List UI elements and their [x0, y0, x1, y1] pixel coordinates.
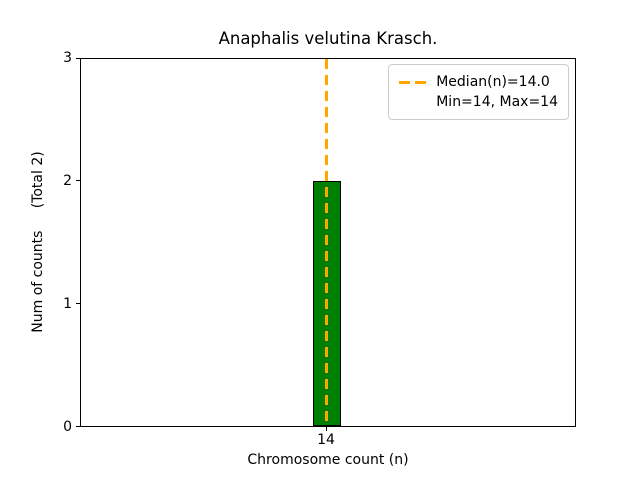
y-tick-label-0: 0 — [63, 419, 72, 435]
legend-marker-blank — [399, 101, 426, 104]
y-tick-label-1: 1 — [63, 296, 72, 312]
y-tick-label-2: 2 — [63, 173, 72, 189]
legend-label-median: Median(n)=14.0 — [436, 74, 550, 90]
y-tick-label-3: 3 — [63, 50, 72, 66]
x-axis-label: Chromosome count (n) — [247, 452, 409, 468]
median-line — [325, 59, 328, 426]
y-tick-mark-3 — [76, 58, 80, 59]
plot-area: Median(n)=14.0 Min=14, Max=14 — [80, 58, 576, 427]
x-tick-mark — [326, 427, 327, 431]
legend-label-minmax: Min=14, Max=14 — [436, 94, 558, 110]
chart-title: Anaphalis velutina Krasch. — [218, 29, 438, 48]
y-tick-mark-0 — [76, 426, 80, 427]
y-tick-mark-1 — [76, 303, 80, 304]
median-dashed-line-legend-marker — [399, 80, 427, 84]
legend: Median(n)=14.0 Min=14, Max=14 — [388, 64, 569, 120]
legend-entry-median: Median(n)=14.0 — [399, 72, 558, 92]
x-tick-label: 14 — [317, 432, 335, 448]
y-tick-mark-2 — [76, 180, 80, 181]
legend-entry-minmax: Min=14, Max=14 — [399, 92, 558, 112]
